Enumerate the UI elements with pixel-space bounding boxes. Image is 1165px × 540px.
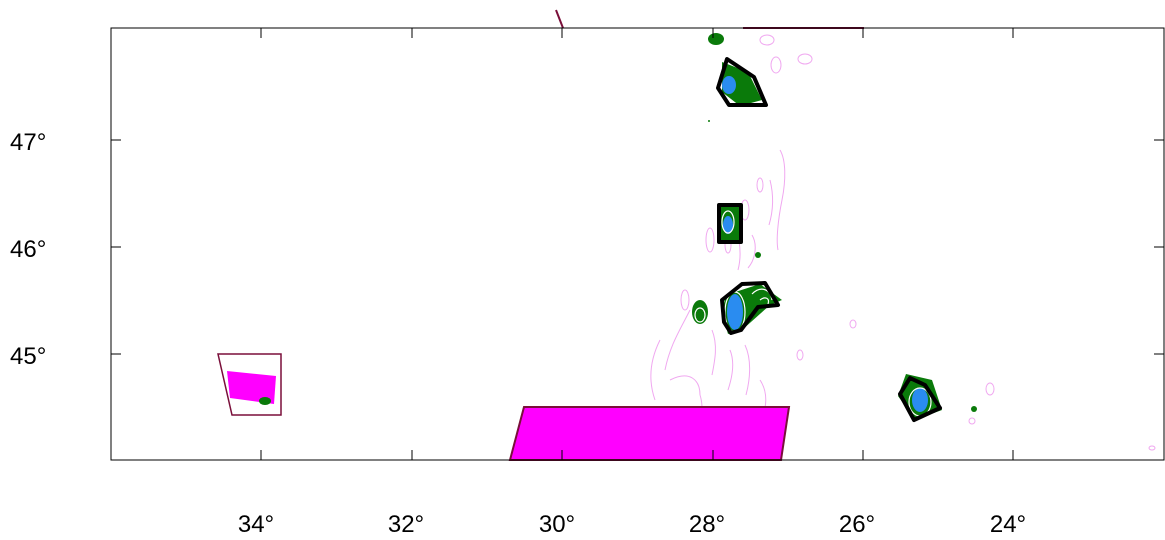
lat-label-45: 45° (10, 343, 46, 370)
lon-label-28: 28° (689, 511, 725, 538)
lon-label-30: 30° (539, 511, 575, 538)
lon-ticks (260, 28, 1014, 460)
green-patch-west (259, 397, 271, 405)
lon-label-26: 26° (839, 511, 875, 538)
blue-water (722, 76, 928, 412)
thick-outlines (716, 57, 942, 422)
lon-label-32: 32° (388, 511, 424, 538)
outline-stroke-top (555, 9, 564, 29)
magenta-region-south (508, 406, 791, 461)
lat-label-47: 47° (10, 129, 46, 156)
lat-label-46: 46° (10, 236, 46, 263)
magenta-region-west (227, 371, 276, 404)
outline-box-west (217, 353, 282, 416)
lat-ticks (111, 139, 1164, 355)
lon-label-24: 24° (990, 511, 1026, 538)
lon-label-34: 34° (238, 511, 274, 538)
green-patches (692, 33, 977, 420)
map-frame (110, 27, 1165, 461)
